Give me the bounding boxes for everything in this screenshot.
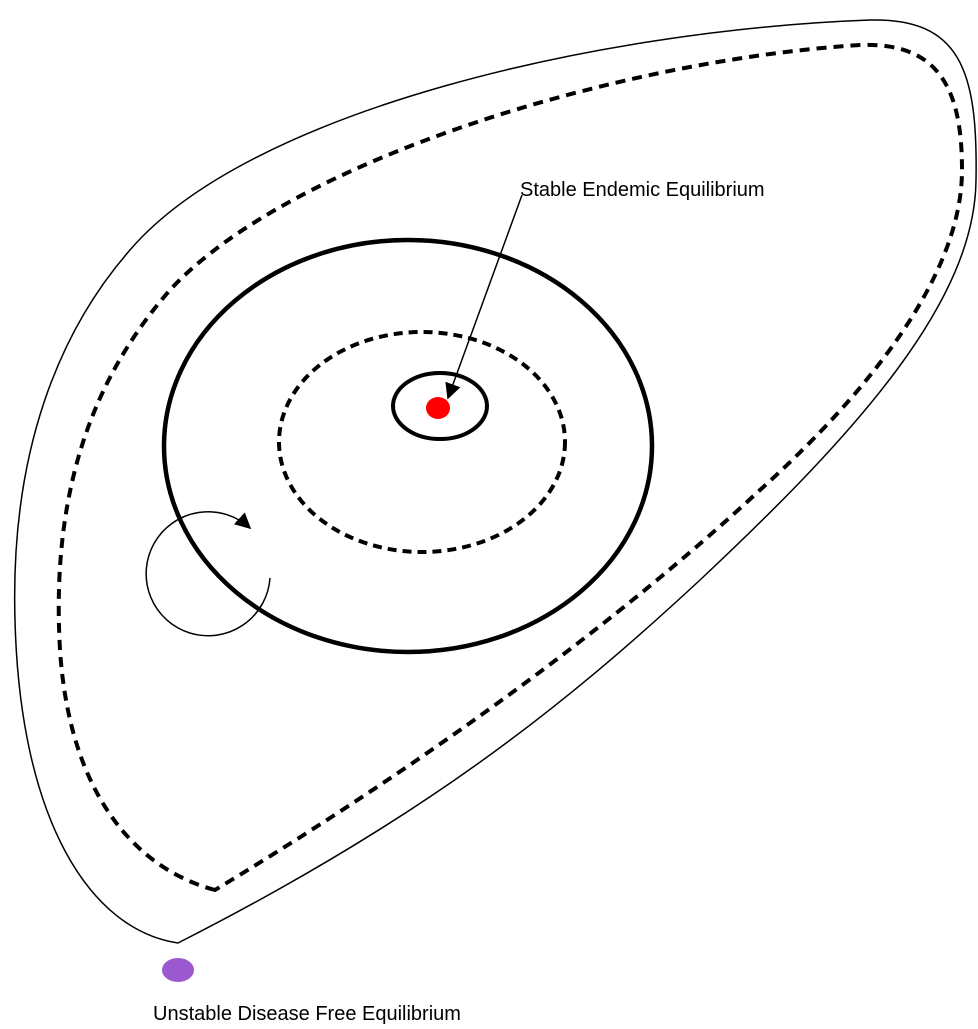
stable-label: Stable Endemic Equilibrium xyxy=(520,179,765,201)
dashed-cycle xyxy=(277,330,567,554)
outer-limit-cycle xyxy=(161,237,655,655)
outer-boundary xyxy=(13,19,977,944)
stable-point xyxy=(426,397,450,419)
unstable-point xyxy=(162,958,194,982)
rotation-arrow xyxy=(145,510,271,637)
unstable-label: Unstable Disease Free Equilibrium xyxy=(153,1003,461,1025)
inner-cycle xyxy=(391,371,489,441)
pointer-arrow xyxy=(445,194,523,400)
dashed-boundary xyxy=(56,42,965,893)
